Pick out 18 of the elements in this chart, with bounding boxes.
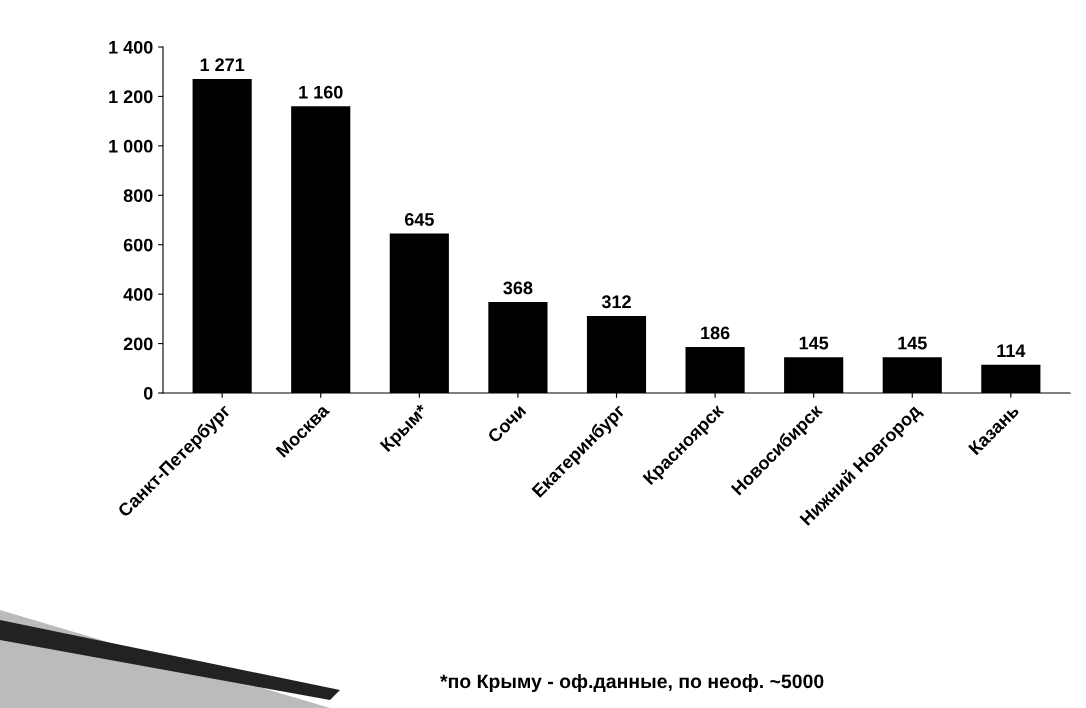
- data-label: 1 160: [299, 85, 343, 99]
- data-label: 312: [601, 295, 631, 309]
- data-label: 368: [503, 281, 533, 295]
- y-tick-label: 200: [123, 337, 153, 351]
- data-label: 1 271: [200, 58, 245, 71]
- y-tick-label: 1 200: [109, 90, 153, 104]
- y-tick-label: 1 400: [109, 40, 153, 54]
- data-label: 145: [898, 336, 927, 350]
- y-tick-label: 0: [143, 386, 153, 400]
- y-tick-label: 400: [123, 288, 153, 301]
- text: *по Крыму - оф.данные, по неоф. ~5000: [440, 673, 824, 693]
- y-tick-label: 800: [123, 189, 153, 203]
- data-label: 145: [799, 336, 829, 350]
- y-tick-label: 600: [123, 238, 153, 252]
- data-label: 114: [997, 344, 1026, 357]
- data-label: 186: [701, 326, 730, 340]
- y-tick-label: 1 000: [109, 139, 153, 153]
- data-label: 645: [404, 213, 434, 226]
